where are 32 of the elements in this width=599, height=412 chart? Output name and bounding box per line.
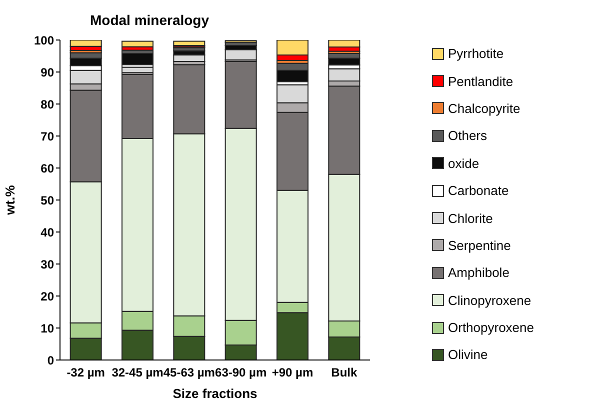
legend-label: Carbonate: [448, 183, 509, 198]
legend-label: Chalcopyrite: [448, 100, 520, 116]
y-tick-label: 10: [40, 321, 54, 336]
legend-label: Orthopyroxene: [448, 320, 534, 336]
y-tick-label: 90: [40, 65, 54, 80]
legend-label: Pyrrhotite: [448, 46, 504, 62]
y-tick-label: 70: [40, 129, 54, 144]
legend-label: Serpentine: [448, 238, 511, 253]
legend-label: Others: [448, 128, 488, 144]
legend-label: Amphibole: [448, 265, 510, 280]
x-axis-title: Size fractions: [172, 386, 258, 401]
x-tick-label: Bulk: [331, 366, 358, 380]
x-tick-label: 63-90 µm: [215, 366, 267, 380]
y-tick-label: 100: [34, 33, 54, 48]
x-tick-label: +90 µm: [272, 366, 314, 380]
legend-label: Pentlandite: [448, 74, 514, 89]
legend-label: Olivine: [448, 347, 488, 362]
x-tick-label: 32-45 µm: [112, 366, 164, 380]
y-tick-label: 30: [40, 257, 54, 272]
y-tick-label: 50: [40, 193, 54, 208]
y-tick-label: 20: [40, 289, 54, 304]
y-tick-label: 80: [40, 97, 54, 112]
y-tick-label: 0: [47, 353, 54, 368]
y-axis-title: wt.%: [2, 184, 18, 216]
x-tick-label: 45-63 µm: [163, 366, 215, 380]
x-tick-label: -32 µm: [66, 366, 105, 380]
legend-label: oxide: [448, 156, 480, 171]
legend-label: Clinopyroxene: [448, 292, 532, 308]
y-tick-label: 60: [40, 161, 54, 176]
legend-label: Chlorite: [448, 210, 493, 226]
chart-title: Modal mineralogy: [90, 12, 210, 28]
y-tick-label: 40: [40, 225, 54, 240]
